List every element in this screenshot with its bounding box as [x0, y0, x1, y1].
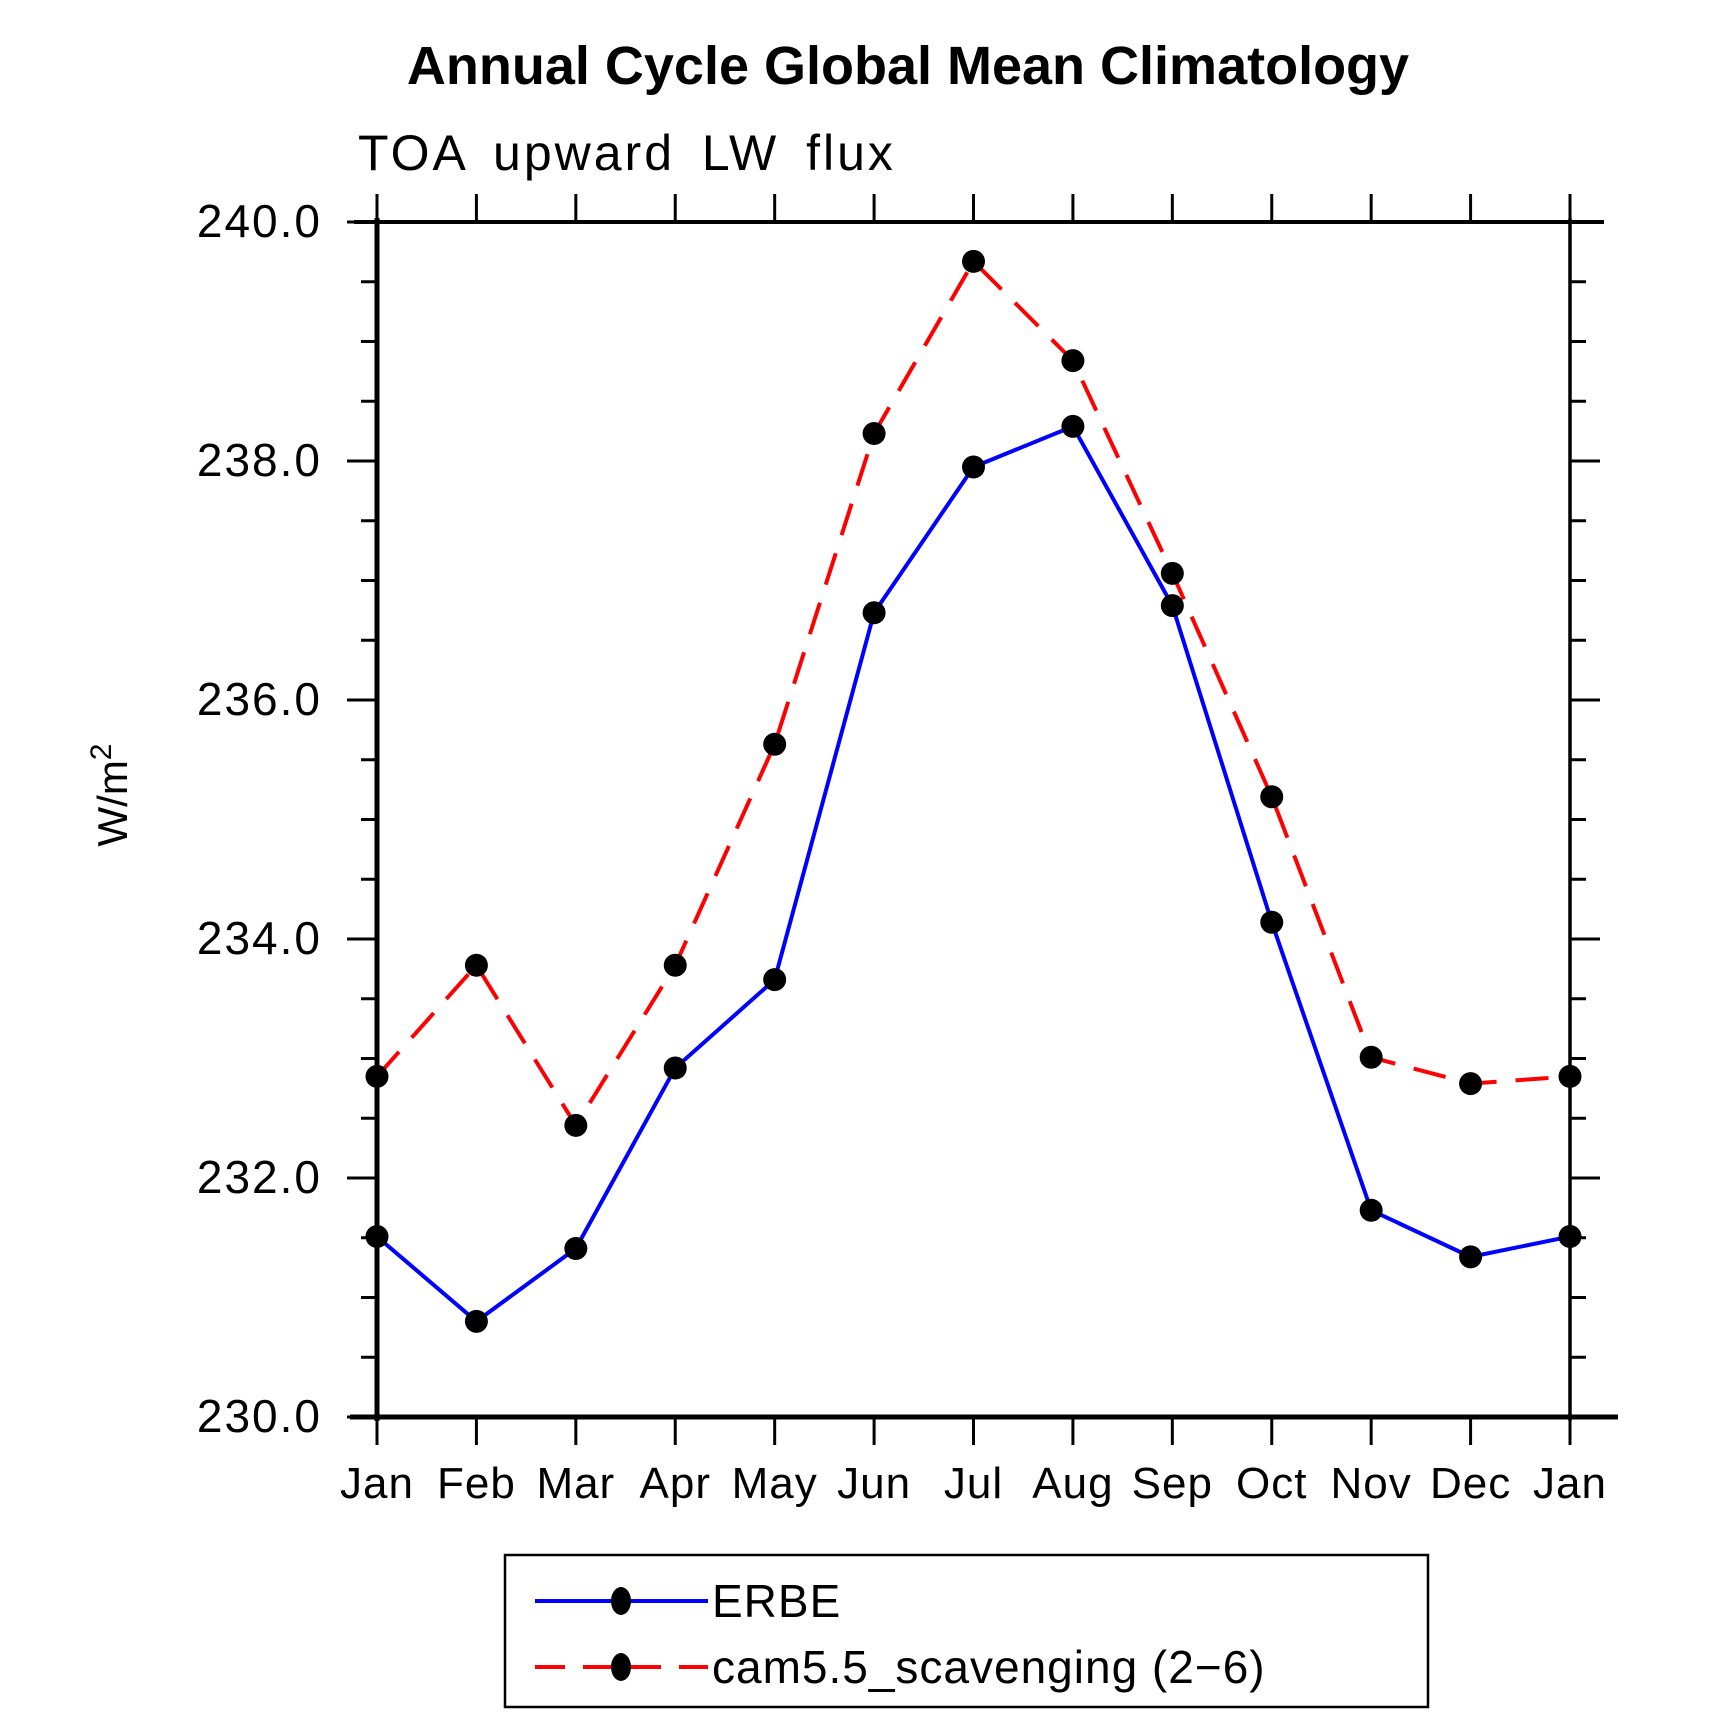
x-tick-label: Jan: [340, 1459, 414, 1508]
data-point-marker: [1160, 594, 1184, 618]
y-tick-label: 240.0: [197, 195, 322, 247]
x-tick-label: Nov: [1331, 1459, 1412, 1508]
data-point-marker: [962, 249, 985, 273]
data-point-marker: [1359, 1045, 1383, 1069]
legend-marker: [611, 1587, 631, 1615]
series-line-erbe: [375, 423, 1571, 1324]
y-tick-label: 236.0: [197, 673, 322, 725]
legend-box: [503, 1553, 1430, 1709]
x-tick-label: Jan: [1533, 1459, 1607, 1508]
legend: ERBE cam5.5_scavenging (2−6): [503, 1553, 1430, 1709]
chart-title: Annual Cycle Global Mean Climatology: [407, 36, 1409, 96]
legend-label-erbe: ERBE: [712, 1575, 841, 1627]
data-point-marker: [564, 1113, 588, 1137]
chart-subtitle: TOA upward LW flux: [358, 125, 896, 181]
x-tick-label: Mar: [536, 1459, 615, 1508]
x-tick-label: May: [732, 1459, 818, 1508]
data-point-marker: [1558, 1064, 1582, 1088]
data-point-marker: [1160, 561, 1184, 585]
x-tick-label: Jul: [944, 1459, 1003, 1508]
data-point-marker: [1260, 785, 1284, 809]
data-point-marker: [564, 1237, 588, 1261]
data-point-marker: [1558, 1225, 1582, 1249]
data-point-marker: [663, 953, 687, 977]
y-tick-label: 230.0: [197, 1390, 322, 1442]
legend-label-cam: cam5.5_scavenging (2−6): [712, 1641, 1266, 1693]
axis-ticks: [347, 194, 1600, 1445]
data-series: [365, 249, 1582, 1333]
axis-tick-labels: Jan Feb Mar Apr May Jun Jul Aug Sep Oct Nov Dec Jan 2…: [197, 195, 1607, 1508]
data-point-marker: [464, 1309, 488, 1333]
data-point-marker: [862, 601, 886, 625]
y-axis-title-exponent: 2: [85, 744, 118, 761]
y-axis-title: W/m2: [85, 744, 136, 847]
x-tick-label: Jun: [837, 1459, 911, 1508]
data-point-marker: [862, 422, 886, 446]
x-tick-label: Dec: [1430, 1459, 1511, 1508]
series-line-cam: [375, 258, 1571, 1130]
x-tick-label: Aug: [1032, 1459, 1113, 1508]
data-point-marker: [1061, 414, 1085, 438]
x-tick-label: Oct: [1236, 1459, 1307, 1508]
x-tick-label: Apr: [640, 1459, 711, 1508]
x-tick-label: Feb: [437, 1459, 516, 1508]
y-tick-label: 232.0: [197, 1151, 322, 1203]
data-point-marker: [763, 968, 787, 992]
data-point-marker: [1459, 1072, 1483, 1096]
legend-samples: [535, 1587, 708, 1681]
data-point-marker: [464, 953, 488, 977]
y-tick-label: 238.0: [197, 434, 322, 486]
data-point-marker: [1359, 1198, 1383, 1222]
data-point-marker: [763, 732, 787, 756]
y-axis-title-base: W/m: [89, 760, 136, 846]
data-point-marker: [365, 1225, 389, 1249]
data-point-marker: [962, 455, 985, 479]
y-tick-label: 234.0: [197, 912, 322, 964]
data-point-marker: [663, 1056, 687, 1080]
data-point-marker: [365, 1064, 389, 1088]
data-point-marker: [1061, 349, 1085, 373]
x-tick-label: Sep: [1132, 1459, 1213, 1508]
data-point-marker: [1459, 1245, 1483, 1269]
legend-marker: [611, 1653, 631, 1681]
plot-frame: [350, 218, 1618, 1421]
data-point-marker: [1260, 910, 1284, 934]
